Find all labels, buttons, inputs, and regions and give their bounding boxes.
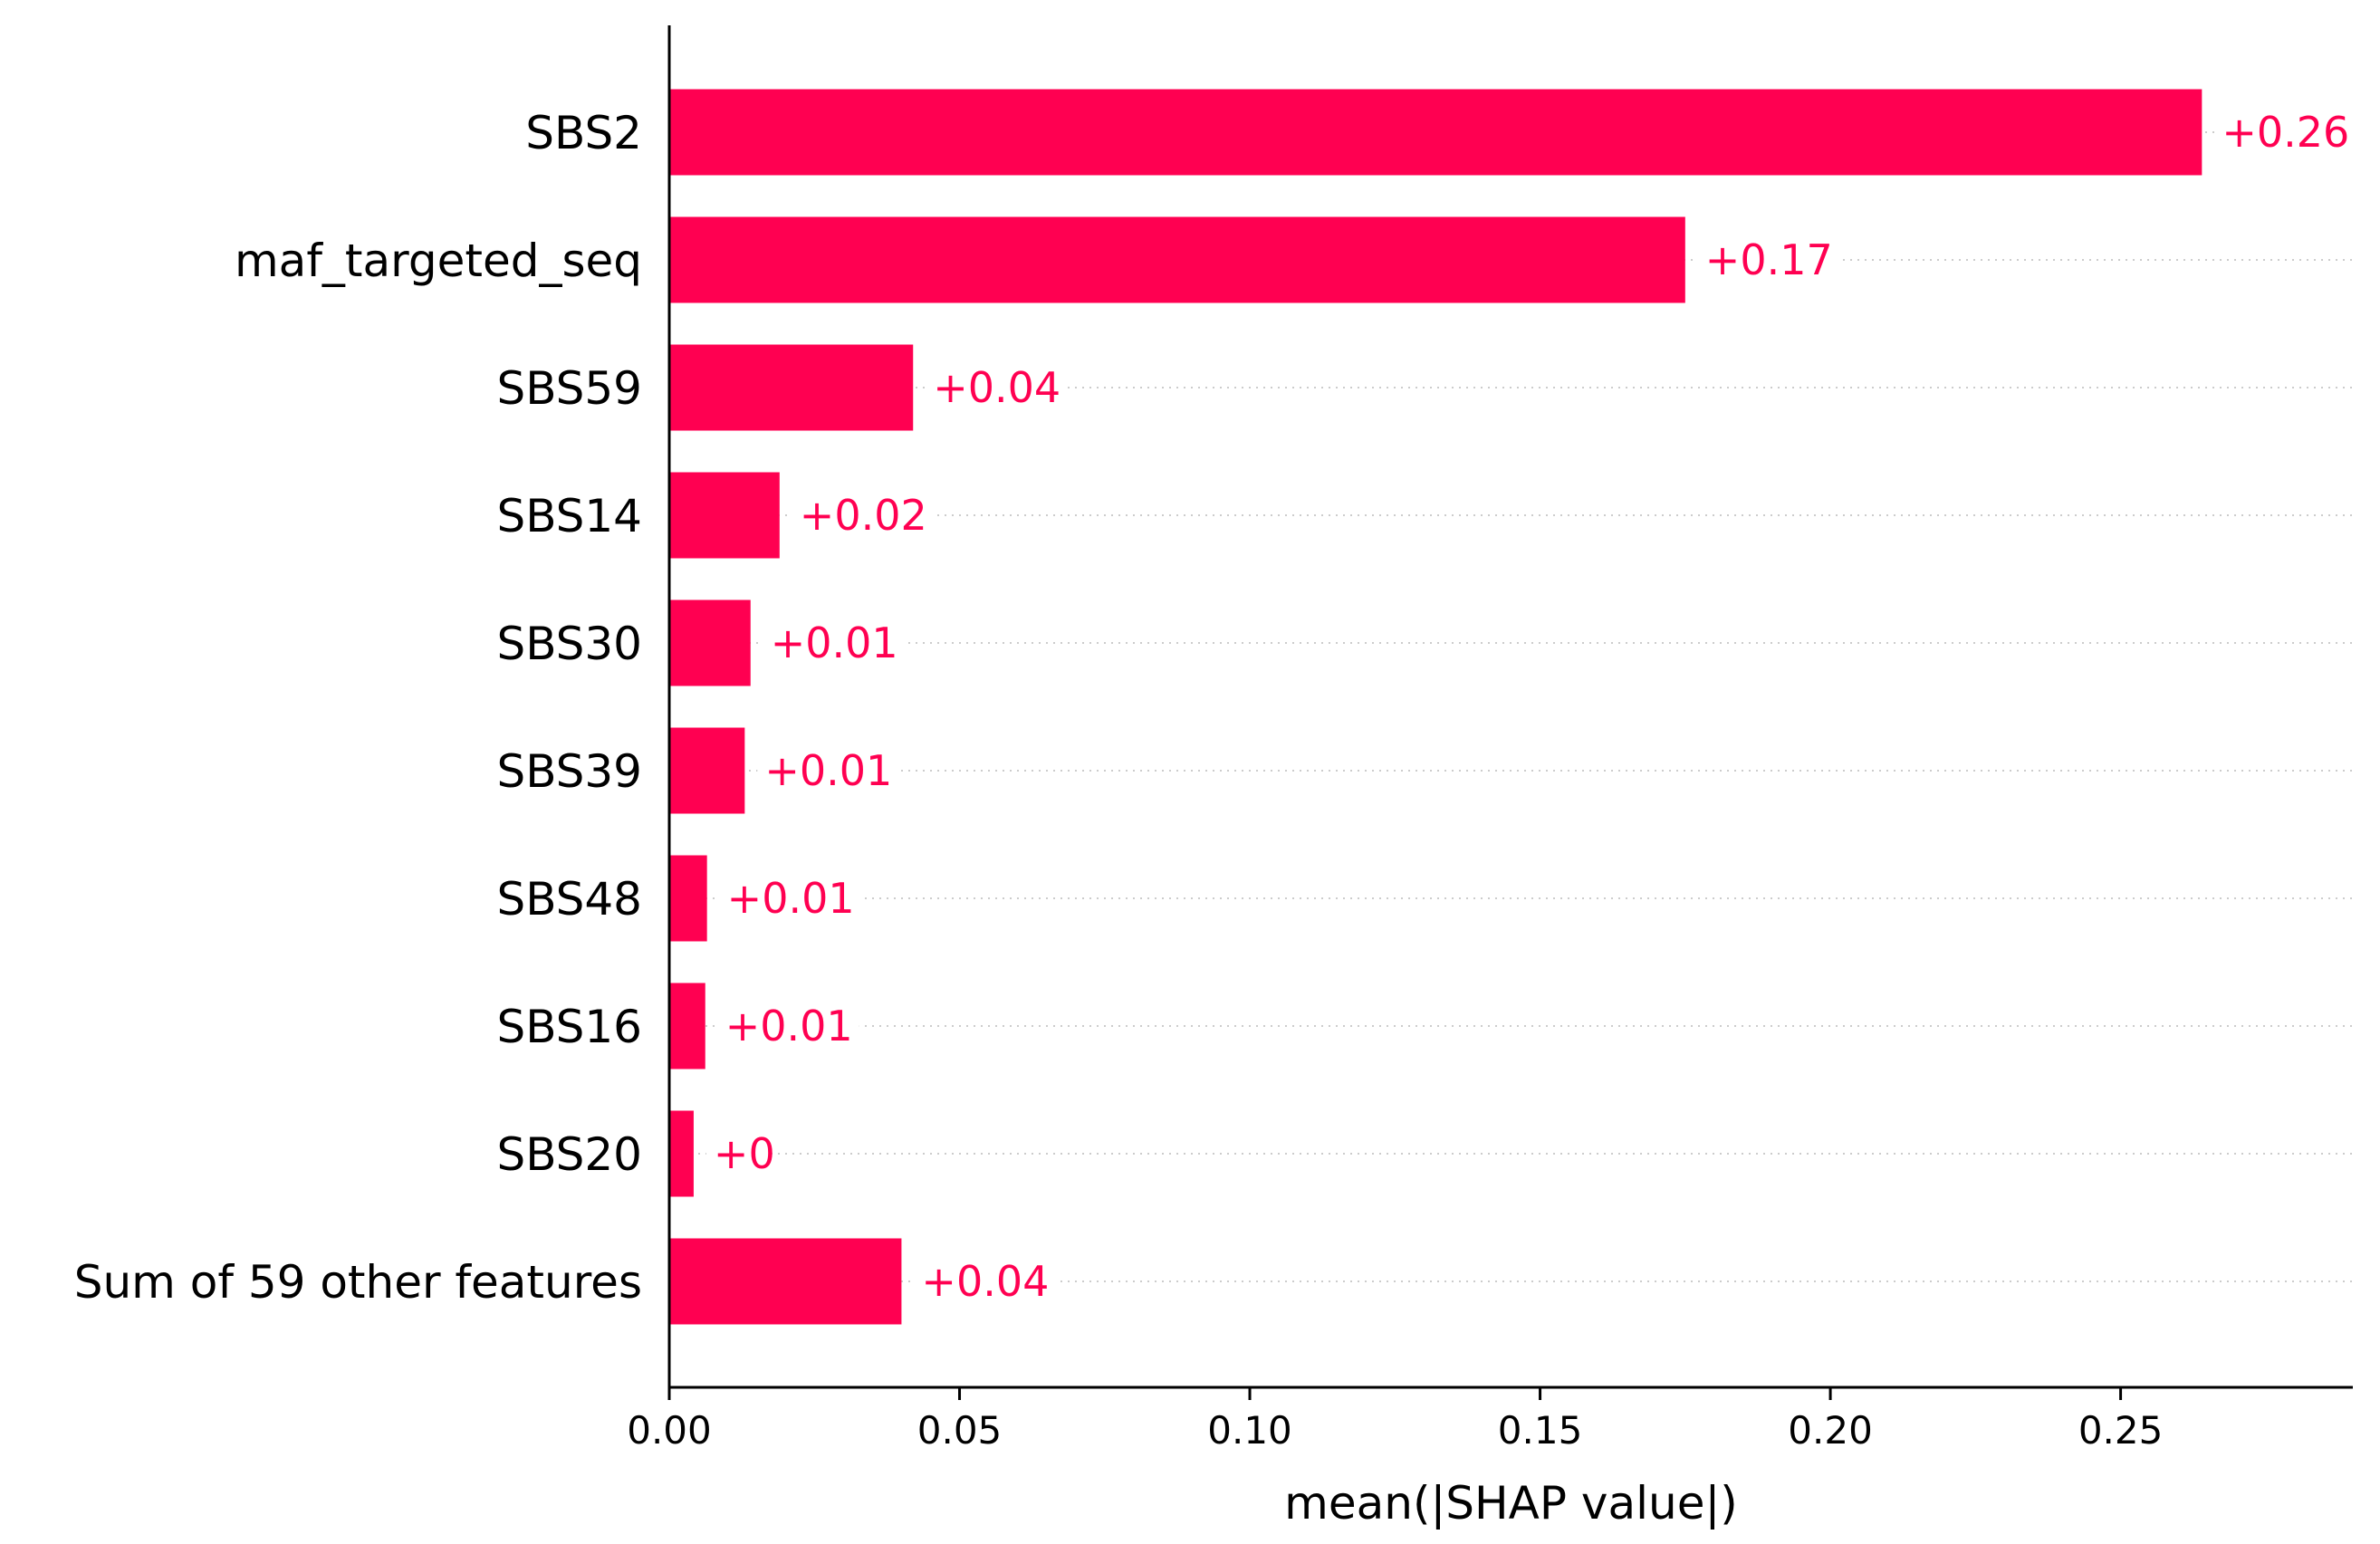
bar <box>669 216 1685 303</box>
feature-label: SBS14 <box>496 490 642 542</box>
value-label: +0.01 <box>771 619 898 667</box>
value-label: +0.01 <box>764 746 892 795</box>
value-label-background <box>717 999 859 1053</box>
bar <box>669 89 2202 176</box>
bars-group <box>669 89 2202 1325</box>
bar <box>669 1238 902 1325</box>
feature-label: SBS20 <box>496 1128 642 1181</box>
value-label-background <box>926 360 1068 415</box>
value-label: +0.01 <box>725 1002 853 1050</box>
value-label: +0.26 <box>2222 108 2349 157</box>
x-tick-label: 0.05 <box>917 1408 1003 1453</box>
value-label-background <box>757 743 899 798</box>
bar <box>669 472 780 559</box>
x-ticks-group: 0.00 0.05 0.10 0.15 0.20 0.25 <box>627 1387 2163 1453</box>
feature-label: SBS59 <box>496 362 642 415</box>
value-label-background <box>1697 233 1839 287</box>
row-guide-lines <box>669 131 2353 1282</box>
value-label: +0.04 <box>921 1257 1049 1306</box>
x-tick-label: 0.00 <box>627 1408 712 1453</box>
x-tick-label: 0.15 <box>1498 1408 1583 1453</box>
x-axis-title: mean(|SHAP value|) <box>1284 1477 1738 1530</box>
x-tick-label: 0.20 <box>1788 1408 1873 1453</box>
bar <box>669 599 751 686</box>
bar <box>669 1110 694 1197</box>
feature-labels-group: SBS2 maf_targeted_seq SBS59 SBS14 SBS30 SBS39… <box>74 107 642 1309</box>
bar <box>669 855 707 942</box>
value-label: +0 <box>714 1129 775 1178</box>
feature-label: SBS30 <box>496 618 642 670</box>
bar <box>669 727 745 814</box>
value-label: +0.01 <box>727 874 855 923</box>
feature-label: SBS2 <box>525 107 642 159</box>
value-label: +0.04 <box>933 363 1060 412</box>
value-label-background <box>763 616 905 670</box>
feature-label: maf_targeted_seq <box>235 235 642 287</box>
axes-group <box>667 25 2353 1389</box>
value-label: +0.02 <box>800 491 927 540</box>
value-label: +0.17 <box>1705 235 1833 284</box>
x-tick-label: 0.10 <box>1207 1408 1292 1453</box>
bar <box>669 983 705 1069</box>
x-tick-label: 0.25 <box>2078 1408 2164 1453</box>
feature-label: SBS39 <box>496 745 642 798</box>
value-labels-group: +0.26 +0.17 +0.04 +0.02 +0.01 +0.01 +0.01 +0.01… <box>705 105 2356 1309</box>
value-label-background <box>719 871 861 925</box>
feature-label: SBS16 <box>496 1001 642 1053</box>
bar <box>669 344 914 431</box>
value-label-background <box>914 1254 1056 1309</box>
value-label-background <box>792 488 934 542</box>
value-label-background <box>705 1127 772 1181</box>
value-label-background <box>2214 105 2356 159</box>
feature-label: Sum of 59 other features <box>74 1256 642 1309</box>
feature-label: SBS48 <box>496 873 642 925</box>
